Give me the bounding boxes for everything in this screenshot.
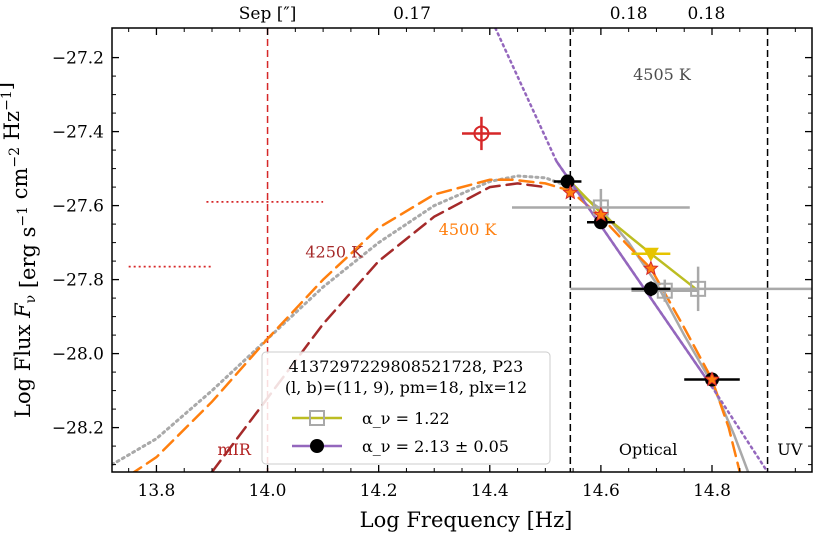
x-axis-label: Log Frequency [Hz]: [360, 508, 573, 532]
top-axis-labels: Sep [″] 0.17 0.18 0.18: [239, 4, 726, 24]
top-separation-label: 0.18: [688, 4, 726, 24]
model-temperature-label: 4505 K: [633, 65, 692, 84]
y-tick-label: −28.0: [52, 345, 104, 365]
model-curve-4500-k: [131, 178, 742, 472]
top-separation-label: Sep [″]: [239, 4, 297, 24]
data-point-star: [704, 371, 720, 387]
legend-title-line: (l, b)=(11, 9), pm=18, plx=12: [285, 378, 527, 397]
data-point-open-square: [690, 280, 707, 297]
x-tick-label: 13.8: [138, 481, 176, 501]
data-point-star: [562, 184, 579, 200]
model-curve-4505-k: [112, 174, 572, 467]
axis-ticks: 13.8 14.0 14.2 14.4 14.6 14.8 −27.2 −27.4 −27.6 −…: [52, 28, 812, 501]
y-tick-label: −28.2: [52, 419, 104, 439]
model-curve-4505-k: [569, 185, 750, 472]
x-tick-label: 14.2: [360, 481, 398, 501]
legend-box: [261, 351, 551, 465]
x-tick-label: 14.6: [582, 481, 620, 501]
y-tick-label: −27.4: [52, 123, 104, 143]
y-tick-label: −27.8: [52, 271, 104, 291]
fit-lines: [494, 28, 769, 472]
y-axis-label: Log Flux Fν [erg s−1 cm−2 Hz−1]: [0, 82, 40, 418]
legend-marker: [309, 410, 325, 426]
top-separation-label: 0.17: [393, 4, 431, 24]
data-point-open-circle: [473, 125, 490, 142]
band-label: mIR: [217, 440, 251, 459]
y-tick-label: −27.2: [52, 49, 104, 69]
y-tick-label: −27.6: [52, 197, 104, 217]
data-point-star: [592, 206, 609, 222]
data-point-filled-circle: [560, 174, 575, 189]
band-label: UV: [777, 440, 802, 459]
model-temperature-label: 4500 K: [439, 220, 498, 239]
data-point-filled-circle: [643, 281, 658, 296]
data-points: [128, 116, 812, 387]
band-label: Optical: [619, 440, 678, 459]
legend-title-line: 4137297229808521728, P23: [289, 357, 524, 376]
x-tick-label: 14.0: [249, 481, 287, 501]
data-point-star: [642, 260, 659, 276]
top-separation-label: 0.18: [610, 4, 648, 24]
legend: 4137297229808521728, P23 (l, b)=(11, 9), …: [261, 351, 551, 465]
legend-label: α_ν = 2.13 ± 0.05: [362, 437, 509, 456]
model-temperature-label: 4250 K: [305, 242, 364, 261]
fit-line-1: [555, 160, 714, 388]
x-tick-label: 14.8: [693, 481, 731, 501]
legend-marker: [310, 439, 324, 453]
data-point-open-square: [656, 282, 673, 299]
legend-label: α_ν = 1.22: [362, 409, 450, 428]
data-point-triangle-down: [642, 247, 659, 262]
fit-line-0: [569, 180, 699, 292]
x-tick-label: 14.4: [471, 481, 509, 501]
